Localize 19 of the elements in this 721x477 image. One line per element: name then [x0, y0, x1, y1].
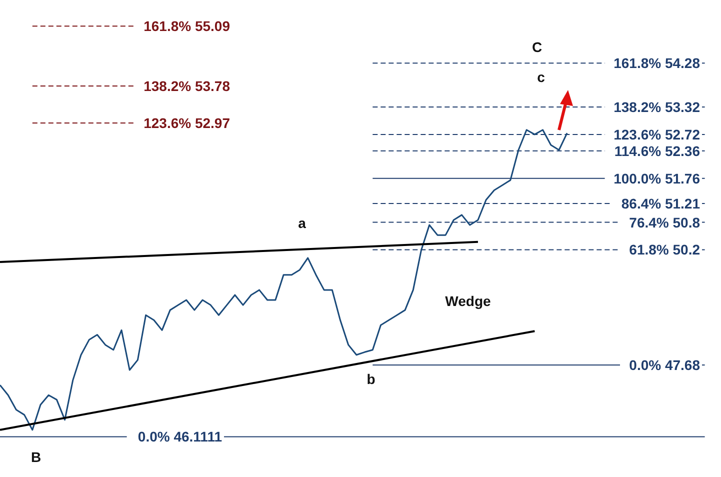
- ref-line-label: 0.0% 46.1111: [138, 428, 222, 445]
- ref-line-label: 100.0% 51.76: [614, 170, 700, 186]
- annotation: a: [298, 215, 306, 231]
- ref-line-label: 138.2% 53.78: [144, 78, 230, 94]
- ref-line-label: 161.8% 55.09: [144, 18, 230, 34]
- annotation: C: [532, 39, 542, 55]
- ref-line-label: 0.0% 47.68: [629, 356, 700, 373]
- ref-line-label: 123.6% 52.97: [144, 115, 230, 132]
- ref-line-label: 161.8% 54.28: [614, 55, 700, 72]
- annotation: B: [30, 449, 42, 465]
- ref-line-label: 86.4% 51.21: [621, 196, 700, 212]
- ref-line-label: 114.6% 52.36: [614, 142, 700, 159]
- ref-line-label: 123.6% 52.72: [614, 126, 700, 142]
- ref-line-label: 138.2% 53.32: [614, 99, 700, 116]
- annotation: Wedge: [445, 293, 492, 309]
- annotation: c: [537, 69, 546, 85]
- ref-line-label: 76.4% 50.8: [629, 214, 700, 230]
- ref-line-label: 61.8% 50.2: [629, 242, 700, 258]
- annotation: b: [366, 371, 376, 387]
